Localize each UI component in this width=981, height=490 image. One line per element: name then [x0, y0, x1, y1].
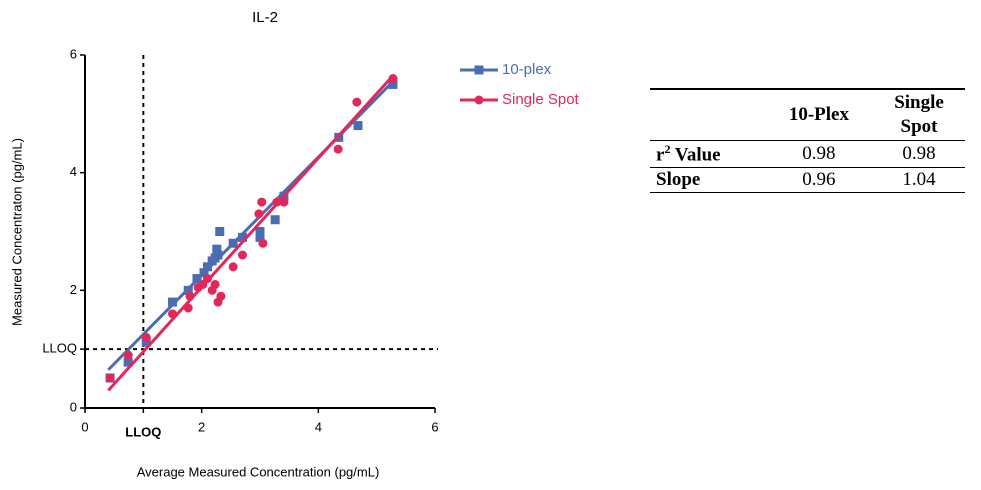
header-row: 10-Plex Single Spot — [650, 89, 965, 141]
point — [168, 309, 177, 319]
point — [183, 303, 193, 313]
point — [333, 144, 343, 154]
chart: IL-2 Average Measured Concentration (pg/… — [9, 9, 580, 479]
fit-line — [107, 74, 395, 392]
y-tick-label: 6 — [70, 46, 77, 61]
column-header: Single Spot — [894, 92, 944, 137]
y-axis-label: Measured Concentraton (pg/mL) — [9, 138, 24, 326]
legend-label: Single Spot — [502, 91, 580, 108]
y-tick-label: LLOQ — [42, 341, 77, 356]
point — [238, 250, 247, 260]
row: r2 Value 0.98 0.98 — [650, 141, 965, 168]
point — [388, 79, 398, 89]
x-tick-label: 6 — [431, 419, 438, 434]
cell: 0.98 — [902, 143, 936, 165]
point — [258, 238, 268, 248]
point — [272, 197, 282, 207]
point — [203, 274, 212, 284]
row-label: r2 Value — [650, 141, 765, 168]
legend-label: 10-plex — [502, 61, 552, 78]
point — [238, 232, 247, 242]
point — [279, 197, 289, 207]
point — [183, 285, 193, 295]
point — [210, 279, 220, 289]
x-tick-label: LLOQ — [125, 424, 161, 439]
point — [105, 373, 115, 383]
chart-title: IL-2 — [252, 9, 278, 26]
corner — [650, 89, 765, 141]
x-axis-label: Average Measured Concentration (pg/mL) — [137, 464, 380, 479]
row-label-base: r — [656, 144, 665, 166]
point — [141, 337, 151, 347]
point — [228, 238, 238, 248]
row-label: Slope — [656, 169, 701, 191]
point — [192, 274, 202, 284]
point — [254, 209, 264, 219]
row: Slope 0.96 1.04 — [650, 168, 965, 193]
point — [216, 291, 226, 301]
row-label-rest: Value — [674, 144, 721, 166]
point — [255, 227, 265, 236]
point — [213, 250, 223, 260]
point — [257, 197, 267, 207]
cell: 0.98 — [802, 143, 836, 165]
cell: 0.96 — [802, 169, 836, 191]
column-header: 10-Plex — [788, 104, 849, 125]
x-tick-label: 0 — [81, 419, 88, 434]
point — [388, 74, 398, 84]
point — [141, 332, 151, 342]
point — [168, 297, 177, 307]
point — [123, 357, 133, 367]
point — [255, 232, 265, 242]
point — [270, 215, 280, 225]
y-tick-label: 0 — [70, 399, 77, 414]
y-tick-label: 4 — [70, 164, 77, 179]
stats-table: 10-Plex Single Spot r2 Value 0.98 0.98 S… — [650, 88, 965, 193]
point — [352, 97, 362, 107]
legend-marker — [474, 95, 484, 105]
cell: 1.04 — [902, 169, 936, 191]
row-label-sup: 2 — [664, 142, 671, 156]
point — [199, 268, 209, 278]
point — [185, 291, 195, 301]
legend-marker — [474, 65, 484, 75]
y-tick-label: 2 — [70, 282, 77, 297]
point — [203, 262, 212, 272]
point — [123, 350, 133, 360]
point — [215, 227, 225, 236]
point — [212, 244, 222, 254]
point — [353, 121, 363, 131]
x-tick-label: 4 — [315, 419, 322, 434]
x-tick-label: 2 — [198, 419, 205, 434]
point — [228, 262, 238, 272]
